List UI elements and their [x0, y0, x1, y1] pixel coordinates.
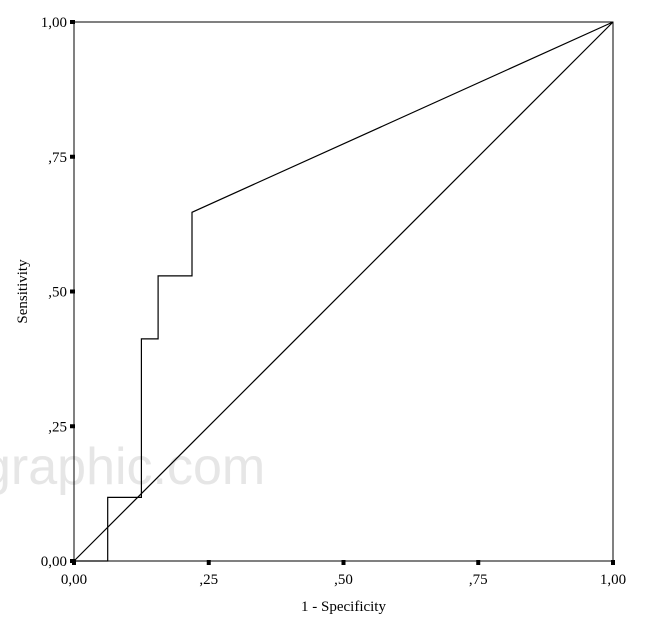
- x-tick-mark: [206, 560, 211, 565]
- x-tick-mark: [611, 560, 615, 565]
- y-tick-label: 1,00: [41, 15, 67, 31]
- x-tick-label: ,50: [334, 572, 353, 588]
- x-axis: 0,00 ,25 ,50 ,75 1,00: [61, 560, 626, 588]
- y-tick-mark: [70, 424, 75, 429]
- watermark-text: graphic.com: [0, 438, 265, 496]
- y-tick-mark: [70, 289, 75, 294]
- y-tick-label: ,50: [48, 285, 67, 301]
- y-tick-mark: [70, 20, 75, 24]
- x-tick-label: ,75: [469, 572, 488, 588]
- y-tick-label: 0,00: [41, 554, 67, 570]
- x-tick-mark: [476, 560, 481, 565]
- x-tick-label: 0,00: [61, 572, 87, 588]
- reference-line-line: [73, 21, 614, 562]
- y-axis-title: Sensitivity: [15, 259, 31, 324]
- x-tick-mark: [341, 560, 346, 565]
- y-axis: 0,00 ,25 ,50 ,75 1,00: [41, 15, 75, 570]
- y-tick-mark: [70, 559, 75, 563]
- y-tick-mark: [70, 154, 75, 159]
- y-tick-label: ,75: [48, 150, 67, 166]
- x-axis-title: 1 - Specificity: [301, 599, 386, 615]
- series-layer: [73, 21, 614, 562]
- x-tick-label: ,25: [199, 572, 218, 588]
- roc-curve-line: [74, 21, 614, 562]
- x-tick-label: 1,00: [600, 572, 626, 588]
- y-tick-label: ,25: [48, 419, 67, 435]
